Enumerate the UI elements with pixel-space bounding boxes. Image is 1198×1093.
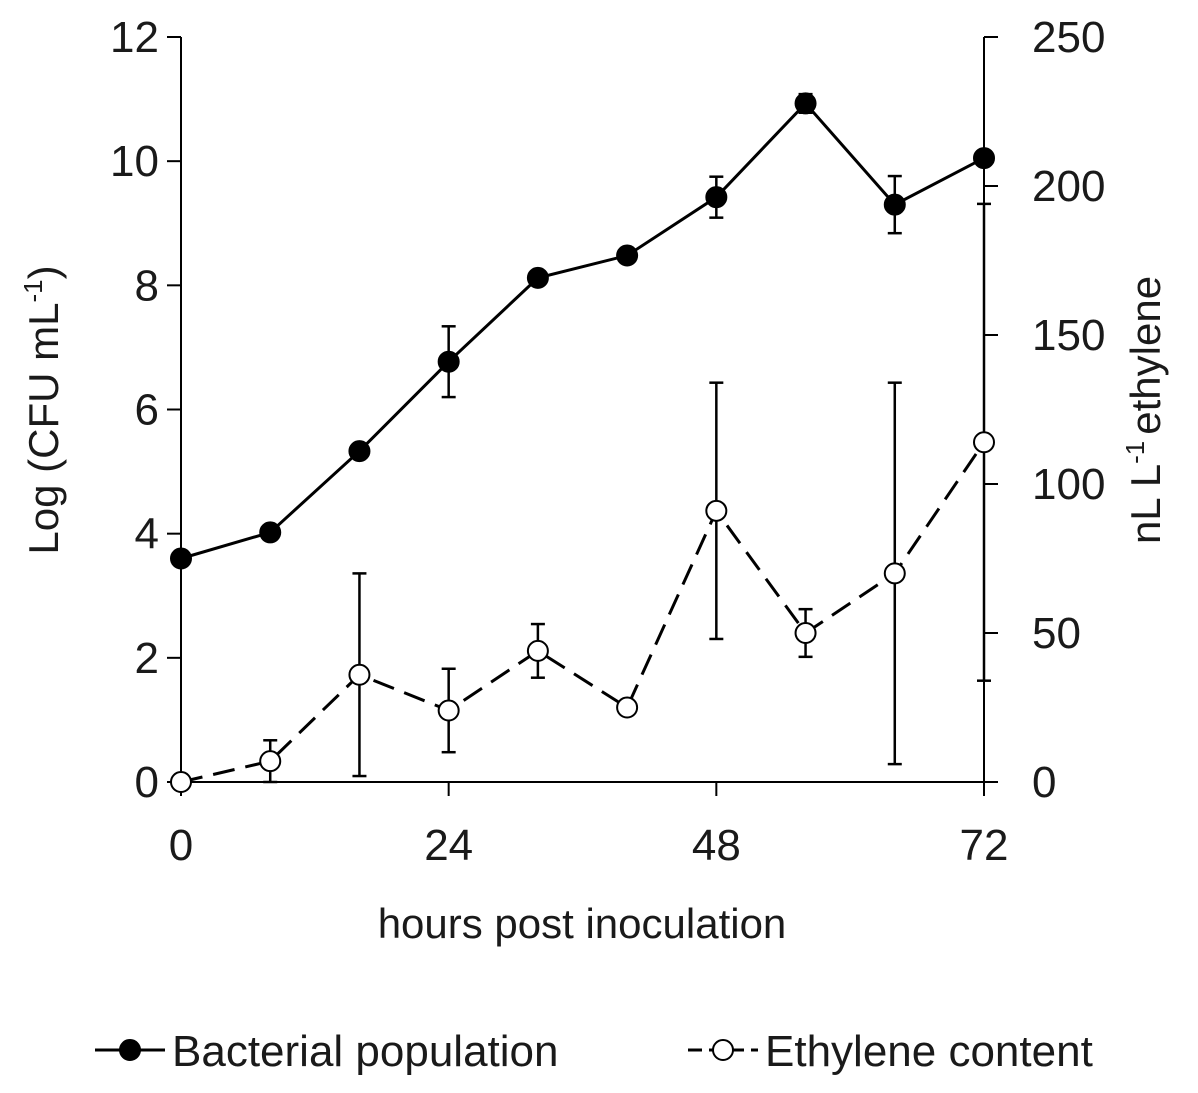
x-tick-label: 72 [960,821,1009,870]
legend-bacterial-label: Bacterial population [172,1027,558,1076]
series-ethylene [170,202,995,793]
left-y-axis-title-sup: -1 [18,279,48,302]
right-y-axis-title-pre: nL L [1122,464,1169,544]
x-ticks: 0 24 48 72 [169,782,1009,870]
left-y-tick-label: 12 [110,13,159,62]
left-y-tick-label: 0 [135,758,159,807]
ethylene-point [259,750,282,773]
bacterial-point [705,186,728,209]
left-y-axis-title: Log (CFU mL-1) [18,265,67,554]
left-y-axis-title-main: Log (CFU mL [20,303,67,555]
ethylene-line [180,441,986,784]
x-tick-label: 48 [692,821,741,870]
left-y-tick-label: 4 [135,510,159,559]
bacterial-point [794,92,817,115]
bacterial-point [973,147,995,170]
ethylene-point [437,699,460,722]
legend: Bacterial population Ethylene content [95,1027,1093,1076]
ethylene-point [794,622,817,644]
ethylene-point [348,663,371,686]
bacterial-point [259,521,282,544]
left-y-ticks: 0 2 4 6 8 10 12 [110,13,181,807]
x-axis-title: hours post inoculation [378,900,787,947]
bacterial-point [348,440,371,463]
left-y-tick-label: 10 [110,137,159,186]
ethylene-point [616,696,639,719]
bacterial-point [526,266,549,289]
right-y-tick-label: 100 [1032,460,1105,509]
right-y-tick-label: 150 [1032,311,1105,360]
bacterial-point [616,244,639,267]
bacterial-point [883,193,906,216]
legend-item-bacterial: Bacterial population [95,1027,558,1076]
left-y-tick-label: 2 [135,634,159,683]
right-y-axis-title-post: ethylene [1122,276,1169,435]
bacterial-point [437,350,460,373]
ethylene-point [973,431,995,454]
series-bacterial [170,92,995,570]
ethylene-point [883,562,906,585]
bacterial-line [180,101,985,560]
x-tick-label: 24 [424,821,473,870]
right-y-tick-label: 0 [1032,758,1056,807]
bacterial-point [170,547,192,570]
x-tick-label: 0 [169,821,193,870]
ethylene-point [170,771,192,793]
ethylene-point [526,639,549,662]
right-y-axis-title: nL L-1 ethylene [1120,276,1169,544]
right-y-tick-label: 50 [1032,609,1081,658]
right-y-tick-label: 250 [1032,13,1105,62]
axes [180,37,985,783]
left-y-tick-label: 8 [135,261,159,310]
legend-ethylene-label: Ethylene content [765,1027,1093,1076]
legend-item-ethylene: Ethylene content [688,1027,1093,1076]
series-layer [170,92,995,793]
left-y-tick-label: 6 [135,386,159,435]
legend-bacterial-marker [119,1039,141,1061]
ethylene-point [705,499,728,522]
right-y-ticks: 0 50 100 150 200 250 [984,13,1105,807]
left-y-axis-title-end: ) [20,265,67,279]
right-y-tick-label: 200 [1032,162,1105,211]
right-y-axis-title-sup: -1 [1120,441,1150,464]
legend-ethylene-marker [712,1039,734,1061]
